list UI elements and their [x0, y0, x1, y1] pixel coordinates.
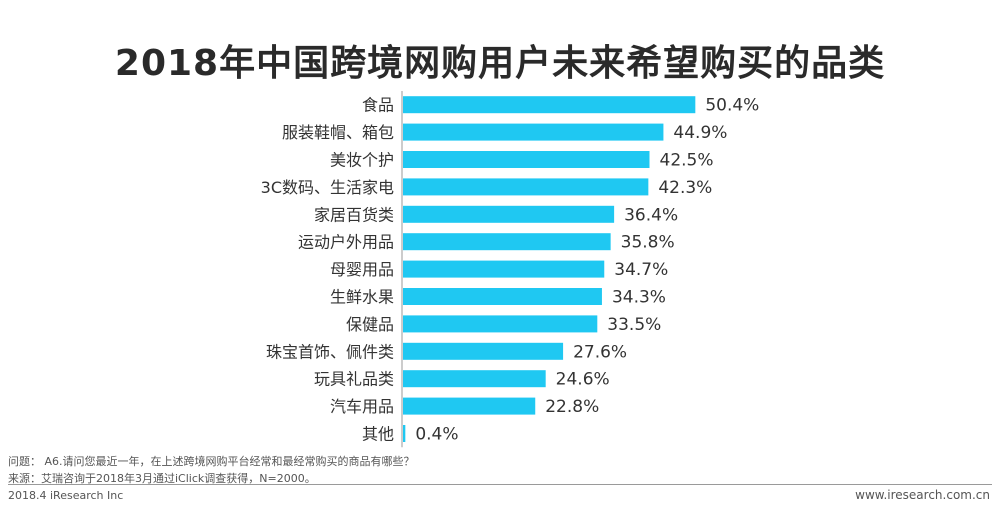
bar: [403, 205, 615, 223]
value-label: 42.5%: [660, 151, 714, 171]
question-footnote: 问题： A6.请问您最近一年，在上述跨境网购平台经常和最经常购买的商品有哪些？: [8, 455, 415, 468]
value-label: 33.5%: [607, 315, 661, 335]
value-label: 35.8%: [621, 233, 675, 253]
value-label: 24.6%: [556, 370, 610, 390]
category-label: 珠宝首饰、佩件类: [266, 342, 394, 361]
bar: [403, 151, 650, 168]
bar: [403, 315, 598, 333]
bar: [403, 342, 564, 360]
category-label: 其他: [362, 425, 394, 444]
bar: [403, 288, 602, 305]
bar: [403, 397, 536, 415]
category-label: 服装鞋帽、箱包: [282, 123, 394, 142]
category-label: 食品: [362, 96, 394, 115]
category-label: 美妆个护: [330, 151, 394, 170]
value-label: 36.4%: [624, 205, 678, 225]
value-label: 34.7%: [614, 260, 668, 280]
footer-copyright: 2018.4 iResearch Inc: [8, 489, 124, 502]
bar: [403, 96, 696, 114]
bar-chart: 食品 50.4% 服装鞋帽、箱包 44.9% 美妆个护 42.5% 3C数码、生活家电 42.…: [261, 91, 759, 448]
value-label: 22.8%: [545, 397, 599, 417]
bar: [403, 123, 664, 141]
source-footnote: 来源：艾瑞咨询于2018年3月通过iClick调查获得，N=2000。: [8, 472, 316, 485]
value-label: 42.3%: [658, 178, 712, 198]
value-label: 44.9%: [673, 123, 727, 143]
value-label: 0.4%: [415, 425, 458, 445]
footer-divider: [8, 484, 992, 485]
bar: [403, 233, 611, 251]
category-label: 玩具礼品类: [314, 370, 394, 389]
category-label: 家居百货类: [314, 205, 394, 224]
bar: [403, 178, 649, 196]
category-label: 母婴用品: [330, 260, 394, 279]
bar: [403, 260, 605, 278]
bar: [403, 425, 406, 442]
value-label: 27.6%: [573, 342, 627, 362]
category-label: 生鲜水果: [330, 288, 394, 307]
category-label: 3C数码、生活家电: [261, 178, 394, 197]
bar: [403, 370, 546, 388]
chart-title: 2018年中国跨境网购用户未来希望购买的品类: [114, 43, 886, 84]
footer-website: www.iresearch.com.cn: [855, 488, 990, 502]
value-label: 50.4%: [705, 96, 759, 116]
value-label: 34.3%: [612, 288, 666, 308]
category-label: 汽车用品: [330, 397, 394, 416]
category-label: 保健品: [346, 315, 394, 334]
category-label: 运动户外用品: [298, 233, 394, 252]
